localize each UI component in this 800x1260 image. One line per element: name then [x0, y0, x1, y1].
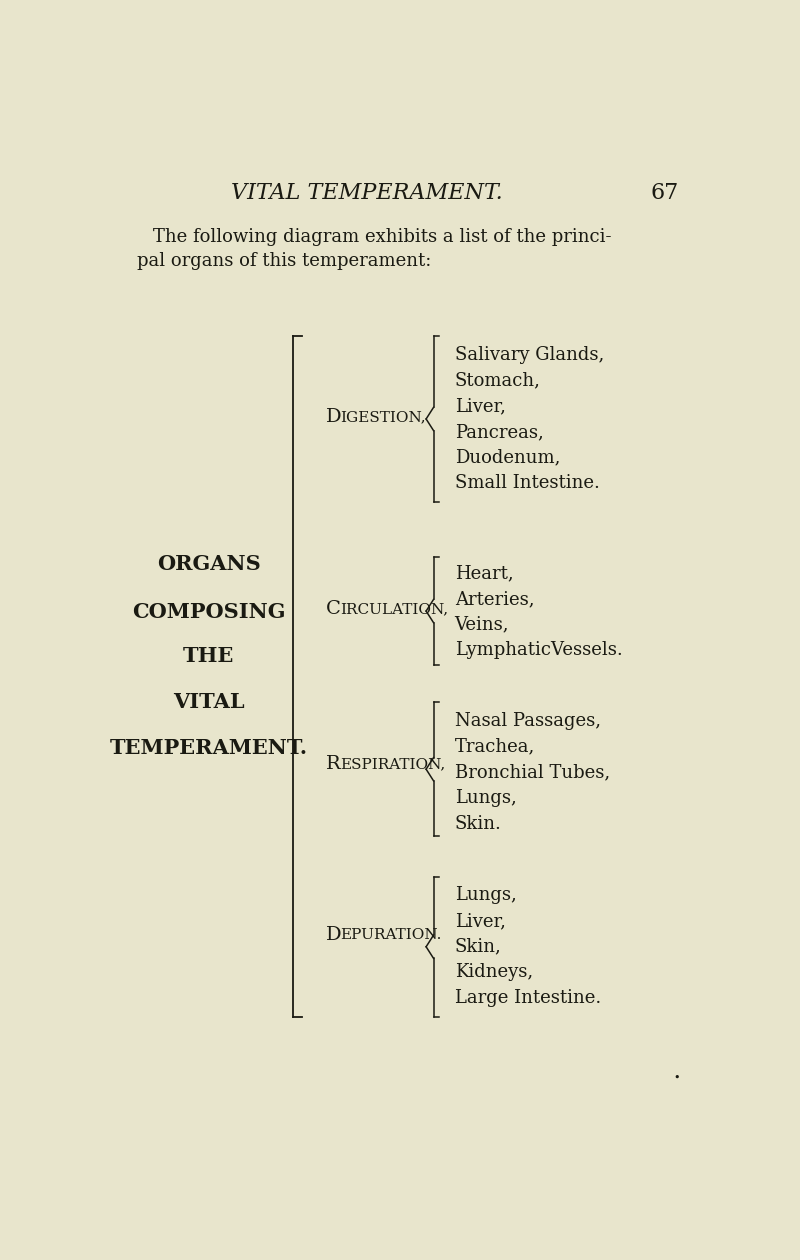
Text: EPURATION.: EPURATION. — [340, 929, 442, 942]
Text: Small Intestine.: Small Intestine. — [454, 475, 599, 493]
Text: Duodenum,: Duodenum, — [454, 449, 560, 466]
Text: Veins,: Veins, — [454, 616, 509, 634]
Text: COMPOSING: COMPOSING — [132, 602, 286, 622]
Text: VITAL: VITAL — [173, 692, 244, 712]
Text: The following diagram exhibits a list of the princi-: The following diagram exhibits a list of… — [153, 228, 611, 246]
Text: D: D — [326, 926, 342, 944]
Text: pal organs of this temperament:: pal organs of this temperament: — [138, 252, 431, 270]
Text: R: R — [326, 755, 341, 774]
Text: Lungs,: Lungs, — [454, 789, 516, 806]
Text: TEMPERAMENT.: TEMPERAMENT. — [110, 738, 307, 757]
Text: IRCULATION,: IRCULATION, — [340, 602, 448, 616]
Text: Heart,: Heart, — [454, 564, 514, 582]
Text: IGESTION,: IGESTION, — [340, 410, 426, 425]
Text: Stomach,: Stomach, — [454, 372, 541, 389]
Text: Bronchial Tubes,: Bronchial Tubes, — [454, 764, 610, 781]
Text: Nasal Passages,: Nasal Passages, — [454, 712, 601, 730]
Text: Kidneys,: Kidneys, — [454, 964, 533, 982]
Text: ESPIRATION,: ESPIRATION, — [340, 757, 445, 771]
Text: Trachea,: Trachea, — [454, 737, 535, 756]
Text: Skin.: Skin. — [454, 814, 502, 833]
Text: THE: THE — [183, 645, 234, 665]
Text: ORGANS: ORGANS — [157, 553, 260, 573]
Text: Salivary Glands,: Salivary Glands, — [454, 346, 604, 364]
Text: 67: 67 — [650, 181, 678, 204]
Text: •: • — [674, 1072, 680, 1082]
Text: VITAL TEMPERAMENT.: VITAL TEMPERAMENT. — [230, 181, 502, 204]
Text: C: C — [326, 600, 341, 619]
Text: Arteries,: Arteries, — [454, 590, 534, 607]
Text: Lungs,: Lungs, — [454, 886, 516, 905]
Text: D: D — [326, 408, 342, 426]
Text: Liver,: Liver, — [454, 912, 506, 930]
Text: Large Intestine.: Large Intestine. — [454, 989, 601, 1007]
Text: LymphaticVessels.: LymphaticVessels. — [454, 641, 622, 659]
Text: Skin,: Skin, — [454, 937, 502, 956]
Text: Pancreas,: Pancreas, — [454, 423, 543, 441]
Text: Liver,: Liver, — [454, 397, 506, 416]
